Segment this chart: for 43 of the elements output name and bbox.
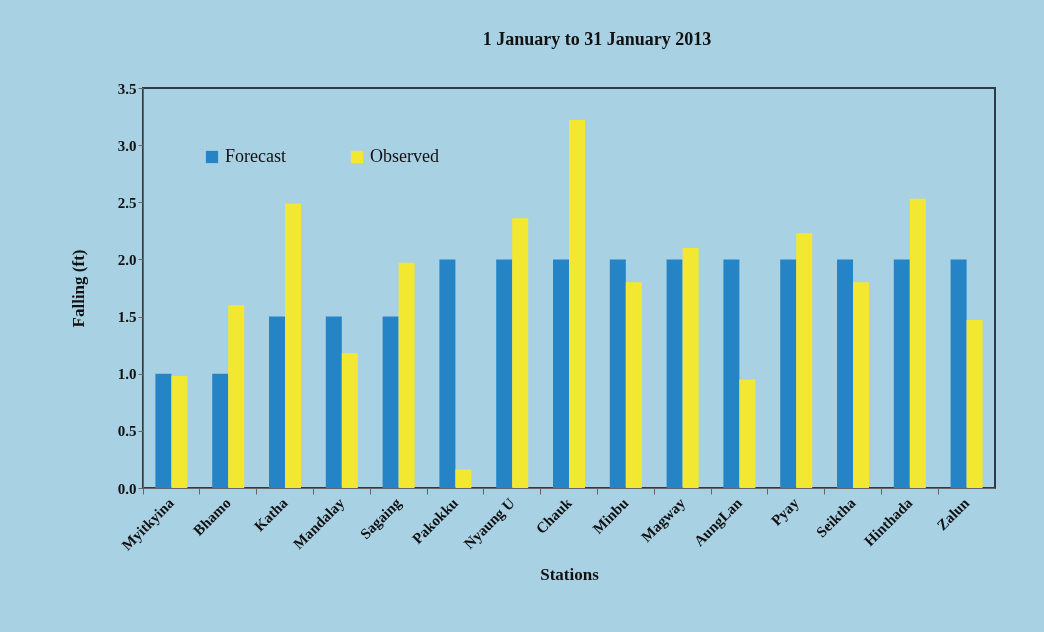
bar	[155, 373, 172, 488]
bar	[496, 259, 513, 488]
x-axis-title: Stations	[540, 565, 600, 585]
bar	[609, 259, 626, 488]
bar	[893, 259, 910, 488]
bar	[553, 259, 569, 488]
bar	[950, 259, 967, 488]
y-tick-label: 2.5	[117, 194, 137, 211]
bar	[739, 379, 756, 488]
chart-title: 1 January to 31 January 2013	[482, 29, 712, 49]
bar	[723, 259, 740, 488]
y-tick-label: 1.5	[117, 309, 137, 326]
y-tick-label: 3.5	[117, 80, 137, 97]
bar	[837, 259, 853, 488]
bar	[285, 203, 301, 488]
bar	[439, 259, 456, 488]
bar	[666, 259, 683, 488]
bar	[625, 282, 642, 488]
y-tick-label: 2.0	[117, 251, 137, 268]
bar	[171, 376, 188, 488]
bar	[796, 233, 813, 488]
y-tick-label: 0.0	[117, 480, 137, 497]
y-tick-label: 0.5	[117, 423, 137, 440]
bar	[382, 316, 399, 488]
bar	[455, 469, 472, 488]
bar	[398, 262, 415, 488]
bar	[269, 316, 285, 488]
bar	[325, 316, 342, 488]
bar	[341, 353, 358, 488]
bar	[212, 373, 229, 488]
bar	[909, 198, 926, 488]
bar	[853, 282, 869, 488]
bar	[512, 218, 529, 488]
bar	[966, 320, 983, 488]
bar	[228, 305, 245, 488]
bar	[569, 120, 585, 488]
legend-label: Forecast	[225, 146, 286, 166]
legend-label: Observed	[370, 146, 439, 166]
y-axis-title: Falling (ft)	[68, 249, 88, 328]
bar	[682, 248, 699, 488]
y-tick-label: 3.0	[117, 137, 137, 154]
bar	[780, 259, 797, 488]
y-tick-label: 1.0	[117, 366, 137, 383]
